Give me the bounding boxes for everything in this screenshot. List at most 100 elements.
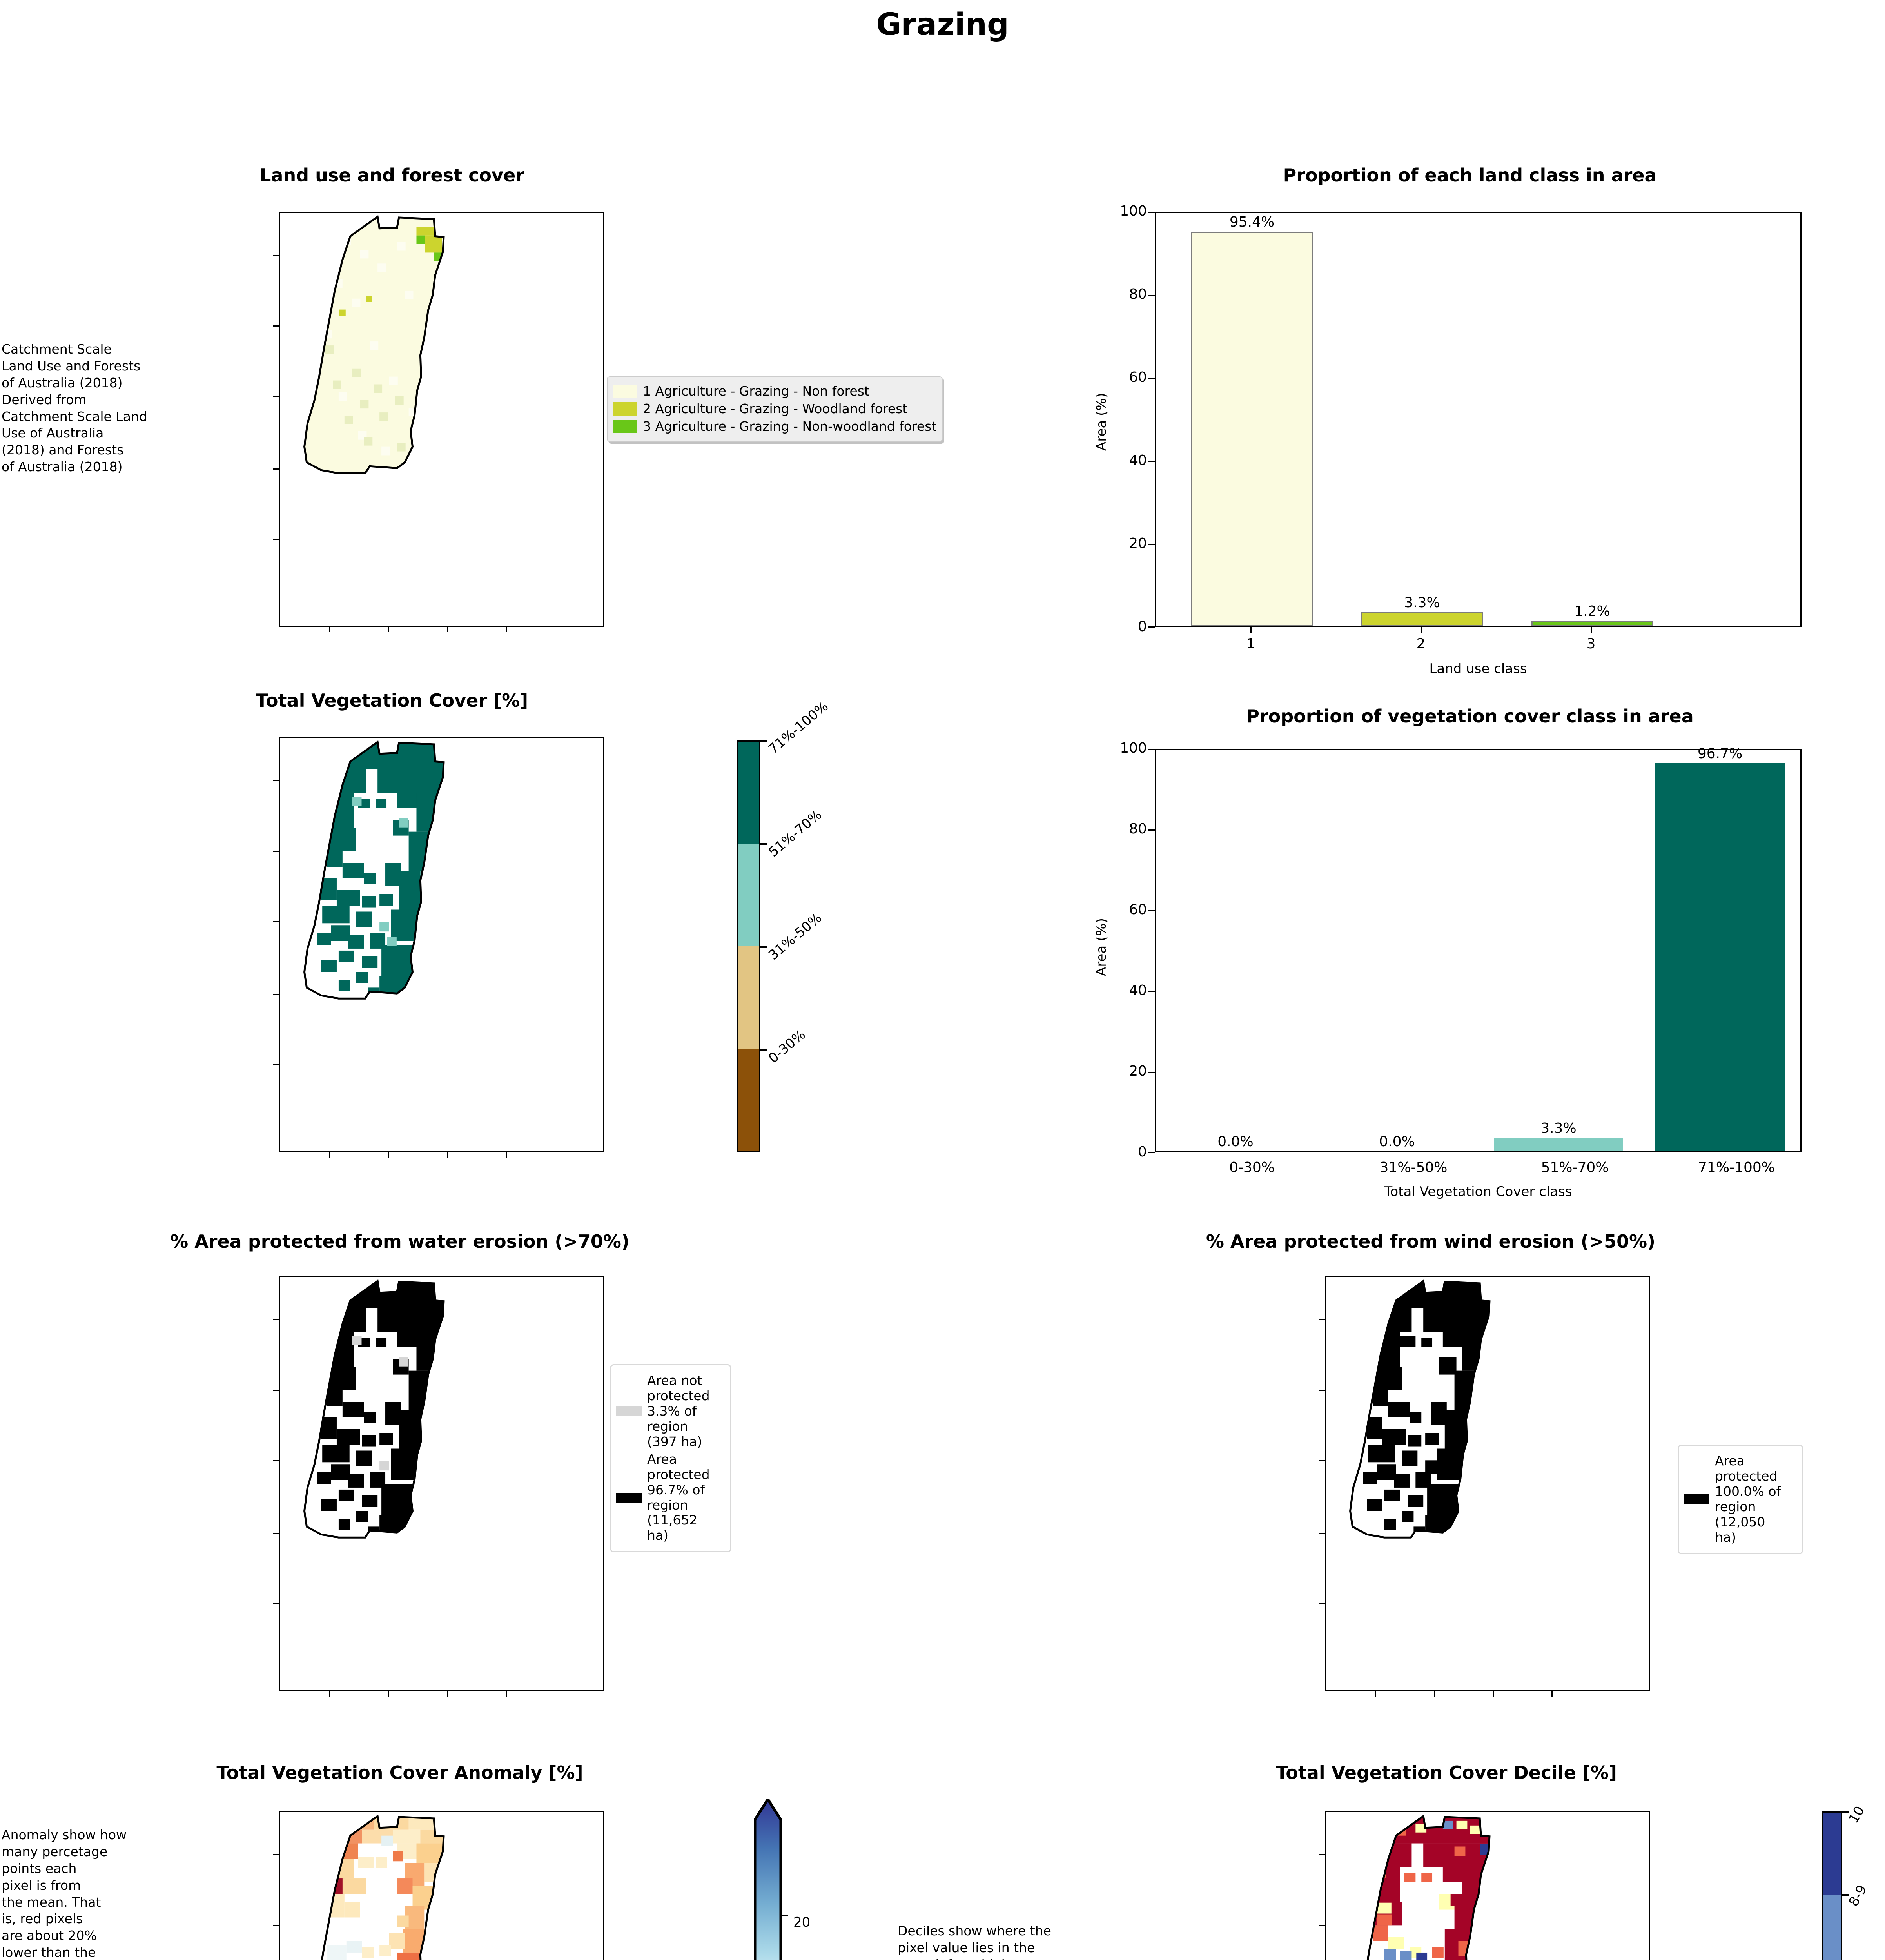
ytick-label: 0 <box>1138 619 1147 635</box>
decile-map-ytick <box>1319 1854 1325 1855</box>
landclass-chart-plot[interactable]: 95.4% 3.3% 1.2% <box>1155 212 1802 627</box>
bar-value-veg-71-100: 96.7% <box>1697 745 1743 762</box>
chart-ytick <box>1148 378 1155 379</box>
bar-veg-71-100[interactable] <box>1655 763 1785 1151</box>
bar-class-3[interactable] <box>1531 621 1653 626</box>
wind-map-xtick <box>1434 1690 1435 1697</box>
veg-map-raster <box>303 740 445 1000</box>
decile-colorbar[interactable] <box>1822 1811 1842 1960</box>
water-map-xtick <box>447 1690 448 1697</box>
cbar-seg-0-30 <box>738 1049 759 1151</box>
chart-ytick <box>1148 1152 1155 1153</box>
water-erosion-legend[interactable]: Area not protected 3.3% of region (397 h… <box>610 1364 731 1553</box>
legend-label-protected: Area protected 96.7% of region (11,652 h… <box>647 1451 710 1543</box>
veg-map-xtick <box>447 1151 448 1158</box>
xtick-label: 71%-100% <box>1698 1160 1775 1176</box>
anomaly-colorbar[interactable] <box>754 1799 782 1960</box>
landuse-map-ytick <box>273 468 279 470</box>
water-map-ytick <box>273 1460 279 1461</box>
wind-erosion-title: % Area protected from wind erosion (>50%… <box>1206 1231 1656 1252</box>
cbar-tick <box>760 946 767 948</box>
xtick-label: 3 <box>1586 636 1596 652</box>
decile-cbar-tick <box>1842 1811 1849 1813</box>
legend-item: Area not protected 3.3% of region (397 h… <box>616 1373 726 1450</box>
legend-swatch-protected <box>616 1492 642 1503</box>
page-title: Grazing <box>876 7 1009 42</box>
chart-ytick <box>1148 910 1155 911</box>
ytick-label: 100 <box>1120 740 1147 756</box>
landuse-map-xtick <box>329 626 330 632</box>
landuse-map-ytick <box>273 396 279 397</box>
landclass-chart-ylabel: Area (%) <box>1094 393 1109 451</box>
chart-ytick <box>1148 1072 1155 1073</box>
anomaly-note: Anomaly show how many percetage points e… <box>2 1827 127 1960</box>
landuse-map-xtick <box>447 626 448 632</box>
veg-map-xtick <box>329 1151 330 1158</box>
legend-item: Area protected 100.0% of region (12,050 … <box>1684 1453 1797 1545</box>
vegclass-chart-plot[interactable]: 0.0% 0.0% 3.3% 96.7% <box>1155 745 1802 1152</box>
xtick-label: 51%-70% <box>1541 1160 1609 1176</box>
legend-swatch-class1 <box>613 384 637 398</box>
chart-xtick <box>1421 627 1422 633</box>
anomaly-cbar-tick <box>781 1915 788 1916</box>
cbar-seg-51-70 <box>738 844 759 946</box>
water-map-xtick <box>388 1690 389 1697</box>
veg-map-ytick <box>273 1064 279 1065</box>
wind-map-ytick <box>1319 1603 1325 1604</box>
ytick-label: 60 <box>1129 369 1147 385</box>
decile-map[interactable] <box>1325 1811 1650 1960</box>
landuse-legend[interactable]: 1 Agriculture - Grazing - Non forest 2 A… <box>607 376 943 442</box>
bar-value-veg-51-70: 3.3% <box>1540 1120 1577 1137</box>
landuse-map-ytick <box>273 255 279 256</box>
chart-ytick <box>1148 626 1155 628</box>
veg-map-title: Total Vegetation Cover [%] <box>256 690 528 711</box>
landuse-map[interactable] <box>279 212 604 627</box>
cbar-tick <box>760 740 767 742</box>
ytick-label: 100 <box>1120 203 1147 219</box>
ytick-label: 40 <box>1129 982 1147 998</box>
chart-ytick <box>1148 991 1155 992</box>
cbar-label-0-30: 0-30% <box>766 1027 809 1067</box>
ytick-label: 20 <box>1129 535 1147 552</box>
legend-label-protected: Area protected 100.0% of region (12,050 … <box>1715 1453 1781 1545</box>
legend-label-class2: 2 Agriculture - Grazing - Woodland fores… <box>643 401 908 416</box>
cbar-seg-71-100 <box>738 742 759 844</box>
decile-cbar-tick <box>1842 1894 1849 1896</box>
legend-swatch-class3 <box>613 419 637 433</box>
wind-erosion-map[interactable] <box>1325 1276 1650 1691</box>
veg-map-ytick <box>273 994 279 995</box>
decile-cbar-label-8-9: 8-9 <box>1845 1882 1870 1909</box>
bar-class-1[interactable] <box>1191 232 1313 626</box>
wind-map-ytick <box>1319 1319 1325 1320</box>
chart-ytick <box>1148 295 1155 296</box>
legend-swatch-not-protected <box>616 1406 642 1417</box>
wind-map-ytick <box>1319 1460 1325 1461</box>
vegclass-chart-xlabel: Total Vegetation Cover class <box>1384 1184 1572 1200</box>
water-erosion-title: % Area protected from water erosion (>70… <box>170 1231 630 1252</box>
chart-ytick <box>1148 461 1155 462</box>
xtick-label: 0-30% <box>1229 1160 1275 1176</box>
legend-swatch-class2 <box>613 402 637 416</box>
wind-erosion-legend[interactable]: Area protected 100.0% of region (12,050 … <box>1678 1445 1803 1554</box>
wind-map-ytick <box>1319 1390 1325 1391</box>
water-erosion-map[interactable] <box>279 1276 604 1691</box>
veg-map-ytick <box>273 780 279 781</box>
anomaly-map[interactable] <box>279 1811 604 1960</box>
veg-cover-colorbar[interactable] <box>737 740 760 1152</box>
veg-cover-map[interactable] <box>279 737 604 1152</box>
legend-item: 2 Agriculture - Grazing - Woodland fores… <box>613 401 936 416</box>
wind-erosion-raster <box>1349 1279 1491 1539</box>
legend-label-not-protected: Area not protected 3.3% of region (397 h… <box>647 1373 710 1449</box>
veg-map-ytick <box>273 921 279 922</box>
decile-map-title: Total Vegetation Cover Decile [%] <box>1275 1762 1617 1783</box>
anomaly-map-ytick <box>273 1925 279 1926</box>
anomaly-cbar-label-20: 20 <box>793 1915 811 1930</box>
cbar-seg-31-50 <box>738 946 759 1049</box>
wind-map-xtick <box>1493 1690 1494 1697</box>
bar-veg-51-70[interactable] <box>1494 1138 1623 1151</box>
xtick-label: 1 <box>1246 636 1255 652</box>
bar-class-2[interactable] <box>1361 612 1483 626</box>
legend-label-class1: 1 Agriculture - Grazing - Non forest <box>643 383 869 399</box>
cbar-seg-10 <box>1823 1813 1841 1895</box>
vegclass-chart-ylabel: Area (%) <box>1094 918 1109 976</box>
